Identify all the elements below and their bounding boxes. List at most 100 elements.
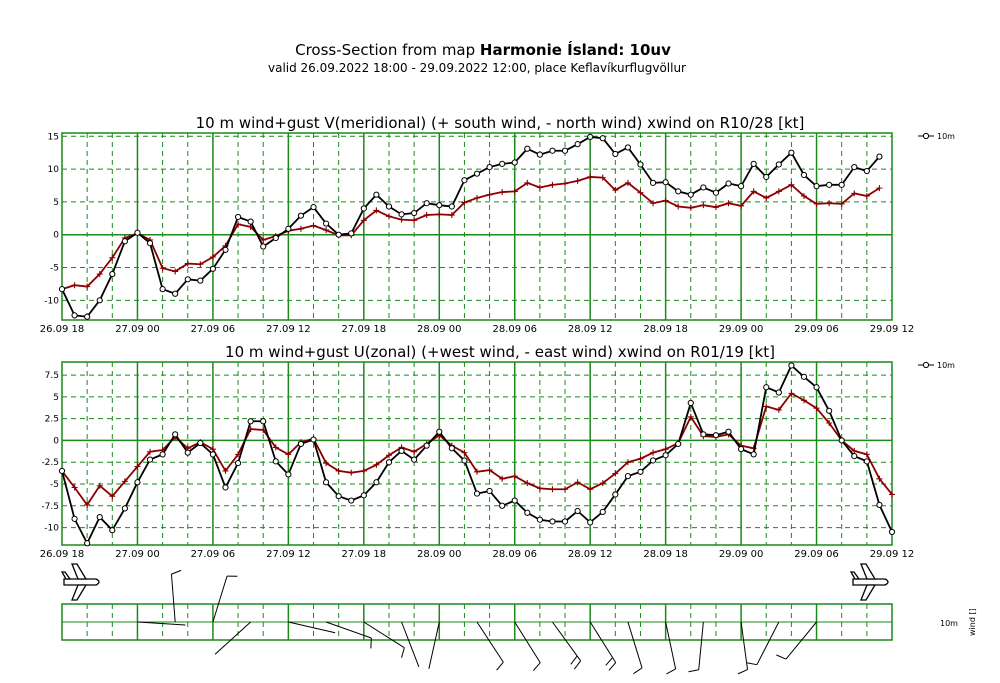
xwind-point [311,223,317,229]
wind-point [248,219,253,224]
wind-point [323,221,328,226]
series-line-xwind [62,393,892,505]
wind-barb-feather [571,656,577,664]
wind-point [827,182,832,187]
wind-barb [364,622,405,648]
wind-point [85,541,90,546]
wind-point [235,214,240,219]
y-tick-label: -10 [44,296,59,306]
wind-point [500,161,505,166]
xwind-point [436,211,442,217]
wind-barb-feather [776,655,786,659]
wind-point [437,429,442,434]
wind-point [223,485,228,490]
wind-point [738,184,743,189]
xwind-point [424,212,430,218]
wind-point [59,287,64,292]
wind-point [110,271,115,276]
xwind-point [663,198,669,204]
wind-point [550,148,555,153]
wind-point [336,494,341,499]
panel-title: 10 m wind+gust U(zonal) (+west wind, - e… [225,343,775,361]
x-tick-label: 27.09 00 [115,549,160,560]
wind-point [852,454,857,459]
wind-point [361,493,366,498]
xwind-point [386,213,392,219]
wind-point [110,528,115,533]
wind-barb [590,622,616,663]
wind-point [613,492,618,497]
wind-point [449,204,454,209]
wind-barb [215,622,251,654]
wind-point [198,440,203,445]
wind-point [801,172,806,177]
xwind-point [726,200,732,206]
wind-point [877,154,882,159]
xwind-point [474,195,480,201]
wind-point [248,419,253,424]
wind-point [600,136,605,141]
plane-wing-top [72,564,86,579]
wind-barb-feather [574,661,580,669]
wind-point [638,469,643,474]
wind-point [575,142,580,147]
wind-point [663,180,668,185]
x-tick-label: 28.09 18 [643,549,688,560]
wind-barb [288,622,335,633]
plane-body [64,579,99,585]
wind-barb-feather [747,663,757,665]
wind-point [500,503,505,508]
wind-point [613,151,618,156]
xwind-point [826,200,832,206]
wind-point [160,452,165,457]
figure-subtitle: valid 26.09.2022 18:00 - 29.09.2022 12:0… [268,61,686,75]
y-tick-label: 15 [48,132,59,142]
wind-point [713,433,718,438]
wind-point [562,519,567,524]
wind-point [286,472,291,477]
wind-point [638,162,643,167]
wind-barb-feather [666,669,675,674]
wind-point [562,148,567,153]
wind-point [512,160,517,165]
plane-tail [62,572,70,579]
x-tick-label: 28.09 12 [568,549,613,560]
wind-point [261,244,266,249]
x-tick-label: 29.09 12 [870,324,915,335]
wind-point [72,313,77,318]
x-tick-label: 29.09 00 [719,549,764,560]
legend-label: 10m [937,132,955,141]
wind-barb-feather [402,648,405,658]
xwind-point [411,217,417,223]
wind-point [537,152,542,157]
wind-barb [741,622,747,670]
wind-point [210,266,215,271]
wind-point [650,180,655,185]
x-tick-label: 29.09 06 [794,324,839,335]
series-line-wind [62,137,879,317]
wind-point [198,278,203,283]
wind-point [776,162,781,167]
wind-point [814,184,819,189]
wind-point [273,235,278,240]
xwind-point [688,205,694,211]
wind-barb [515,622,541,663]
wind-point [462,458,467,463]
y-tick-label: 7.5 [45,371,59,381]
x-tick-label: 29.09 00 [719,324,764,335]
y-tick-label: -7.5 [41,502,59,512]
xwind-point [348,470,354,476]
wind-point [663,453,668,458]
wind-point [701,432,706,437]
xwind-point [587,174,593,180]
wind-point [600,509,605,514]
figure-title-prefix: Cross-Section from map [295,41,480,59]
y-tick-label: 0 [53,436,59,446]
wind-point [97,298,102,303]
x-tick-label: 26.09 18 [40,324,85,335]
wind-point [789,363,794,368]
x-tick-label: 27.09 12 [266,549,311,560]
wind-point [487,165,492,170]
y-tick-label: -5 [50,264,59,274]
